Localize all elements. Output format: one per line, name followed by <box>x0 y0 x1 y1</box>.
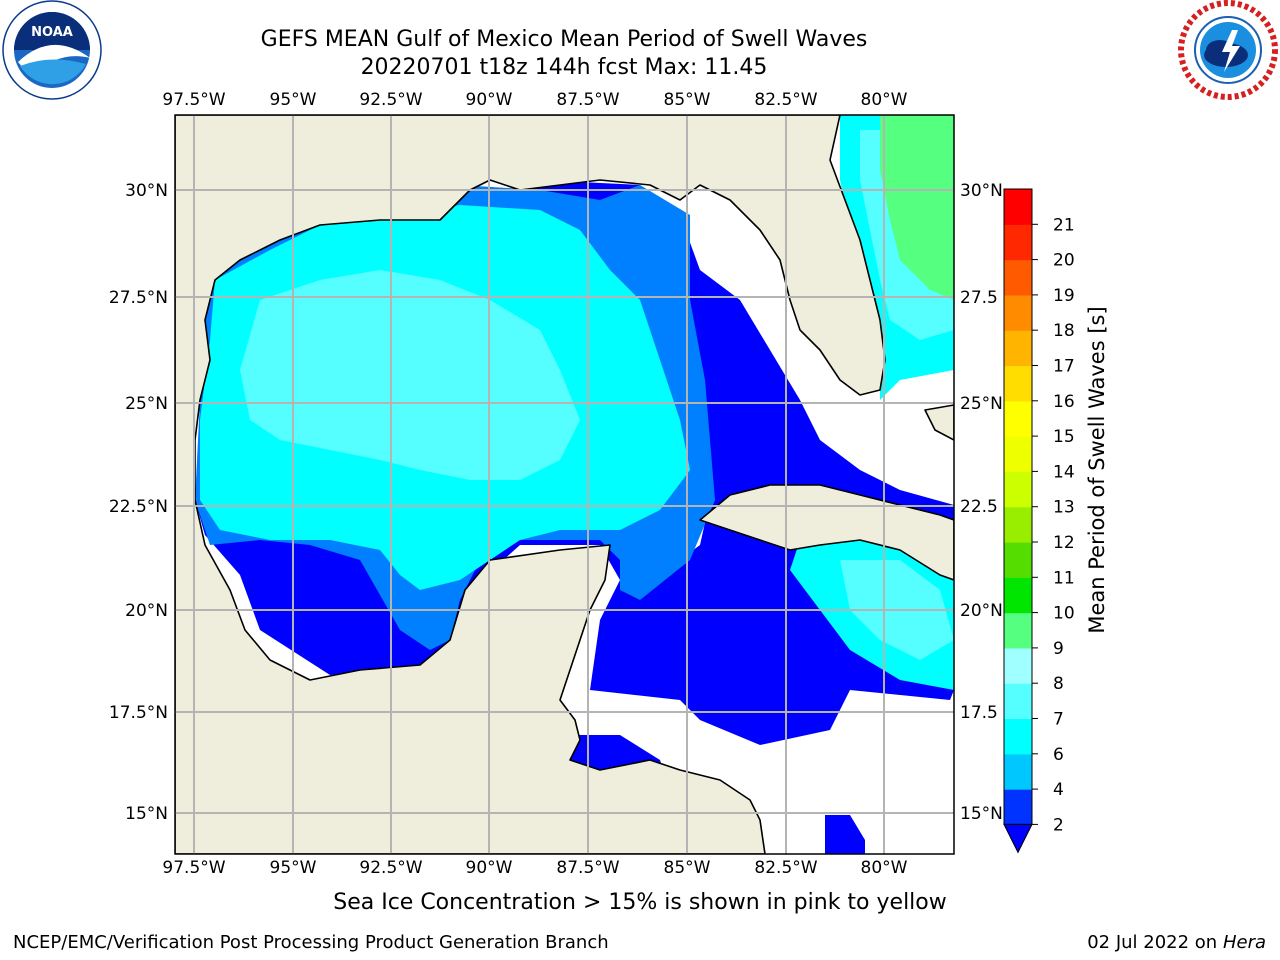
lat-labels-right: 30°N 27.5 25°N 22.5 20°N 17.5 15°N <box>960 181 1003 824</box>
colorbar-segment <box>1004 259 1032 296</box>
lat-label: 25°N <box>960 394 1003 414</box>
lat-label: 15°N <box>960 804 1003 824</box>
colorbar-tick-label: 13 <box>1053 498 1075 518</box>
lon-labels-top: 97.5°W 95°W 92.5°W 90°W 87.5°W 85°W 82.5°W 80°W <box>162 90 907 110</box>
colorbar-segment <box>1004 471 1032 508</box>
colorbar-tick-label: 17 <box>1053 357 1075 377</box>
lat-label: 22.5 <box>960 497 998 517</box>
lat-label: 22.5°N <box>109 497 168 517</box>
graticule <box>175 115 954 854</box>
nws-logo-icon <box>1178 0 1278 100</box>
colorbar-under-arrow <box>1003 823 1033 854</box>
lat-label: 15°N <box>125 804 168 824</box>
lon-label: 82.5°W <box>754 858 817 878</box>
colorbar-title: Mean Period of Swell Waves [s] <box>1085 306 1109 634</box>
lon-label: 85°W <box>664 90 711 110</box>
swell-field-6-7 <box>240 270 580 480</box>
colorbar-segment <box>1004 330 1032 367</box>
chart-title: GEFS MEAN Gulf of Mexico Mean Period of … <box>260 27 868 52</box>
colorbar-segment <box>1004 506 1032 543</box>
lat-labels-left: 30°N 27.5°N 25°N 22.5°N 20°N 17.5°N 15°N <box>109 181 168 824</box>
lon-label: 92.5°W <box>359 858 422 878</box>
lon-label: 85°W <box>664 858 711 878</box>
lon-label: 95°W <box>270 858 317 878</box>
colorbar-segment <box>1004 224 1032 261</box>
colorbar-tick-label: 20 <box>1053 251 1075 271</box>
lon-label: 80°W <box>861 90 908 110</box>
lat-label: 17.5 <box>960 703 998 723</box>
colorbar-tick-label: 8 <box>1053 674 1064 694</box>
colorbar-tick-label: 19 <box>1053 286 1075 306</box>
lon-label: 82.5°W <box>754 90 817 110</box>
lon-label: 87.5°W <box>556 858 619 878</box>
colorbar-segment <box>1004 612 1032 649</box>
lat-label: 27.5 <box>960 288 998 308</box>
lon-label: 90°W <box>466 858 513 878</box>
land-hispaniola-edge <box>924 404 954 441</box>
colorbar-tick-label: 14 <box>1053 462 1075 482</box>
colorbar-tick-label: 7 <box>1053 710 1064 730</box>
lat-label: 25°N <box>125 394 168 414</box>
lat-label: 17.5°N <box>109 703 168 723</box>
chart-subtitle: 20220701 t18z 144h fcst Max: 11.45 <box>360 55 768 80</box>
colorbar-segment <box>1004 400 1032 437</box>
colorbar-tick-label: 15 <box>1053 427 1075 447</box>
lon-label: 90°W <box>466 90 513 110</box>
lat-label: 20°N <box>125 601 168 621</box>
lat-label: 30°N <box>960 181 1003 201</box>
footer-date: 02 Jul 2022 on <box>1087 932 1223 953</box>
colorbar-tick-label: 9 <box>1053 639 1064 659</box>
map-frame <box>174 114 955 855</box>
lon-label: 92.5°W <box>359 90 422 110</box>
lon-label: 97.5°W <box>162 858 225 878</box>
lat-label: 20°N <box>960 601 1003 621</box>
colorbar-segment <box>1004 647 1032 684</box>
colorbar-tick-label: 4 <box>1053 780 1064 800</box>
colorbar-segment <box>1004 294 1032 331</box>
swell-field-east-c <box>880 115 954 300</box>
colorbar-segment <box>1004 542 1032 578</box>
footer-right: 02 Jul 2022 on Hera <box>1087 932 1266 953</box>
swell-field-lt2 <box>195 180 954 745</box>
noaa-logo-icon: NOAA <box>2 0 102 100</box>
land-masses <box>175 115 954 854</box>
footer-host: Hera <box>1222 932 1266 953</box>
lon-label: 87.5°W <box>556 90 619 110</box>
colorbar-segment <box>1004 365 1032 402</box>
map-figure: 97.5°W 95°W 92.5°W 90°W 87.5°W 85°W 82.5°W 80°W… <box>109 90 1075 878</box>
lon-label: 95°W <box>270 90 317 110</box>
footer-left: NCEP/EMC/Verification Post Processing Pr… <box>13 932 609 953</box>
colorbar-tick-label: 18 <box>1053 321 1075 341</box>
colorbar-segment <box>1004 718 1032 755</box>
map-plot-area <box>175 115 954 854</box>
colorbar: 2 4 6 7 8 9 10 11 12 13 14 15 16 17 18 19 20 21 <box>1003 188 1075 854</box>
caption: Sea Ice Concentration > 15% is shown in … <box>333 890 947 915</box>
colorbar-segment <box>1004 683 1032 720</box>
colorbar-segment <box>1004 789 1032 825</box>
colorbar-tick-label: 11 <box>1053 568 1075 588</box>
lon-label: 80°W <box>861 858 908 878</box>
noaa-logo-text: NOAA <box>31 25 73 40</box>
swell-field-south <box>825 815 865 854</box>
colorbar-segment <box>1004 189 1032 225</box>
land-north-america <box>175 115 886 854</box>
colorbar-tick-label: 10 <box>1053 604 1075 624</box>
colorbar-segment <box>1004 577 1032 614</box>
land-cuba <box>699 484 954 581</box>
colorbar-tick-label: 6 <box>1053 745 1064 765</box>
colorbar-tick-label: 21 <box>1053 215 1075 235</box>
colorbar-tick-label: 16 <box>1053 392 1075 412</box>
lon-label: 97.5°W <box>162 90 225 110</box>
colorbar-tick-label: 2 <box>1053 815 1064 835</box>
lat-label: 27.5°N <box>109 288 168 308</box>
lat-label: 30°N <box>125 181 168 201</box>
colorbar-segment <box>1004 436 1032 472</box>
colorbar-segment <box>1004 753 1032 790</box>
lon-labels-bottom: 97.5°W 95°W 92.5°W 90°W 87.5°W 85°W 82.5°W 80°W <box>162 858 907 878</box>
colorbar-tick-label: 12 <box>1053 533 1075 553</box>
